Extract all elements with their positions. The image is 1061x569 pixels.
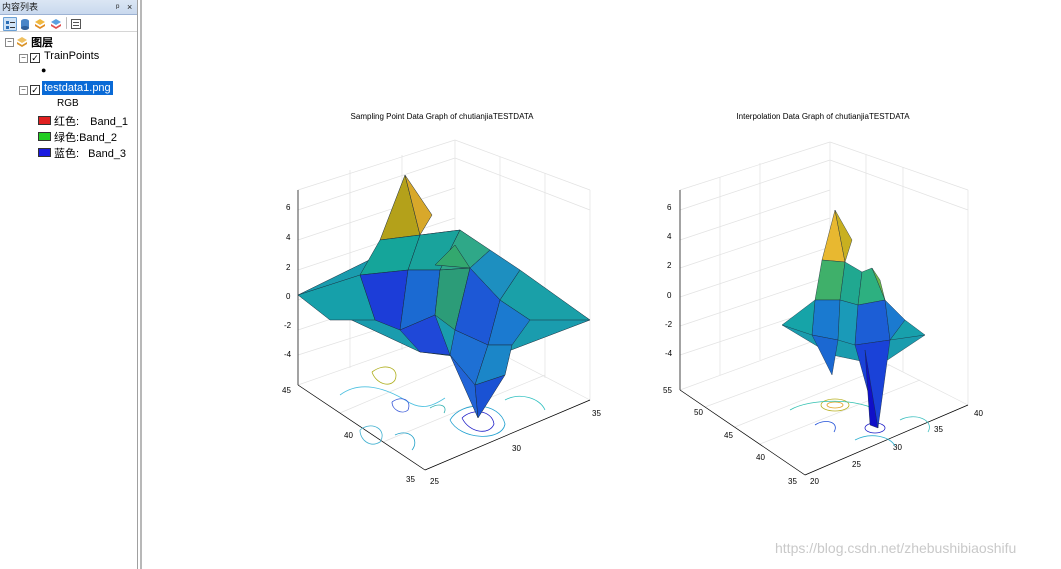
- pin-icon[interactable]: ᵖ: [116, 2, 120, 12]
- close-icon[interactable]: ×: [127, 2, 133, 12]
- x-axis: 20 25 30 35 40: [810, 409, 983, 486]
- panel-splitter[interactable]: [140, 0, 142, 569]
- band-label: Band_3: [88, 148, 127, 160]
- testdata-visibility-checkbox[interactable]: ✓: [30, 85, 40, 95]
- layers-root[interactable]: 图层: [16, 34, 53, 50]
- panel-title: 内容列表: [2, 2, 39, 12]
- surface-plot: [781, 209, 926, 429]
- chart-title: Interpolation Data Graph of chutianjiaTE…: [736, 112, 910, 121]
- red-swatch-icon: [38, 116, 51, 125]
- z-tick-label: 2: [286, 263, 291, 272]
- layer-label: TrainPoints: [44, 50, 100, 62]
- layer-testdata-selected[interactable]: testdata1.png: [42, 81, 113, 95]
- z-tick-label: 4: [667, 232, 672, 241]
- renderer-label: RGB: [57, 98, 79, 109]
- z-tick-label: 0: [667, 291, 672, 300]
- green-swatch-icon: [38, 132, 51, 141]
- contour-plot: [339, 366, 546, 451]
- axis-lines: [297, 190, 591, 471]
- x-tick-label: 40: [974, 409, 983, 418]
- x-tick-label: 20: [810, 477, 819, 486]
- y-tick-label: 40: [756, 453, 765, 462]
- z-tick-label: 6: [667, 203, 672, 212]
- y-tick-label: 40: [344, 431, 353, 440]
- y-tick-label: 35: [406, 475, 415, 484]
- expand-layers-toggle[interactable]: −: [5, 38, 14, 47]
- band-label: Band_1: [90, 116, 129, 128]
- z-tick-label: 2: [667, 261, 672, 270]
- z-axis: 6 4 2 0 -2 -4: [284, 203, 292, 359]
- z-tick-label: -4: [665, 349, 673, 358]
- layer-label: testdata1.png: [44, 82, 111, 94]
- x-tick-label: 35: [934, 425, 943, 434]
- y-tick-label: 45: [282, 386, 291, 395]
- y-tick-label: 35: [788, 477, 797, 486]
- y-tick-label: 55: [663, 386, 672, 395]
- toc-toolbar: [0, 15, 137, 32]
- blue-swatch-icon: [38, 148, 51, 157]
- layer-trainpoints[interactable]: TrainPoints: [44, 50, 99, 62]
- y-axis: 45 40 35: [282, 386, 415, 484]
- layers-root-label: 图层: [31, 37, 54, 49]
- channel-label: 蓝色:: [54, 148, 80, 160]
- options-icon[interactable]: [70, 17, 82, 29]
- x-tick-label: 30: [893, 443, 902, 452]
- x-tick-label: 30: [512, 444, 521, 453]
- list-by-source-icon[interactable]: [19, 17, 31, 30]
- band-green: 绿色:Band_2: [54, 129, 117, 145]
- grid: [679, 141, 969, 476]
- channel-label: 红色:: [54, 116, 80, 128]
- band-label: Band_2: [79, 132, 117, 144]
- z-tick-label: -2: [665, 320, 673, 329]
- table-of-contents-panel: 内容列表 ᵖ × − 图层 − ✓ TrainPoints ● − ✓ t: [0, 0, 138, 569]
- surface-plot: [297, 174, 591, 419]
- list-by-visibility-icon[interactable]: [34, 17, 46, 29]
- y-tick-label: 50: [694, 408, 703, 417]
- z-tick-label: 0: [286, 292, 291, 301]
- watermark-text: https://blog.csdn.net/zhebushibiaoshifu: [775, 540, 1017, 556]
- z-tick-label: 6: [286, 203, 291, 212]
- x-tick-label: 25: [852, 460, 861, 469]
- band-red: 红色: Band_1: [54, 113, 128, 129]
- axis-lines: [679, 190, 969, 476]
- chart-title: Sampling Point Data Graph of chutianjiaT…: [351, 112, 535, 121]
- y-axis: 55 50 45 40 35: [663, 386, 797, 486]
- channel-label: 绿色:: [54, 132, 80, 144]
- chart-interpolation: Interpolation Data Graph of chutianjiaTE…: [663, 112, 983, 486]
- x-axis: 25 30 35: [430, 409, 601, 486]
- y-tick-label: 45: [724, 431, 733, 440]
- band-blue: 蓝色: Band_3: [54, 145, 126, 161]
- toolbar-separator: [66, 17, 67, 29]
- z-tick-label: -4: [284, 350, 292, 359]
- contour-plot: [789, 398, 930, 447]
- expand-testdata-toggle[interactable]: −: [19, 86, 28, 95]
- point-symbol-icon: ●: [41, 65, 47, 75]
- z-tick-label: 4: [286, 233, 291, 242]
- list-by-drawing-order-icon[interactable]: [3, 17, 17, 31]
- chart-sampling-points: Sampling Point Data Graph of chutianjiaT…: [282, 112, 601, 486]
- x-tick-label: 25: [430, 477, 439, 486]
- x-tick-label: 35: [592, 409, 601, 418]
- z-axis: 6 4 2 0 -2 -4: [665, 203, 673, 358]
- panel-title-bar: 内容列表 ᵖ ×: [0, 0, 137, 15]
- expand-trainpoints-toggle[interactable]: −: [19, 54, 28, 63]
- layers-icon: [17, 37, 27, 47]
- trainpoints-visibility-checkbox[interactable]: ✓: [30, 53, 40, 63]
- z-tick-label: -2: [284, 321, 292, 330]
- list-by-selection-icon[interactable]: [50, 17, 62, 29]
